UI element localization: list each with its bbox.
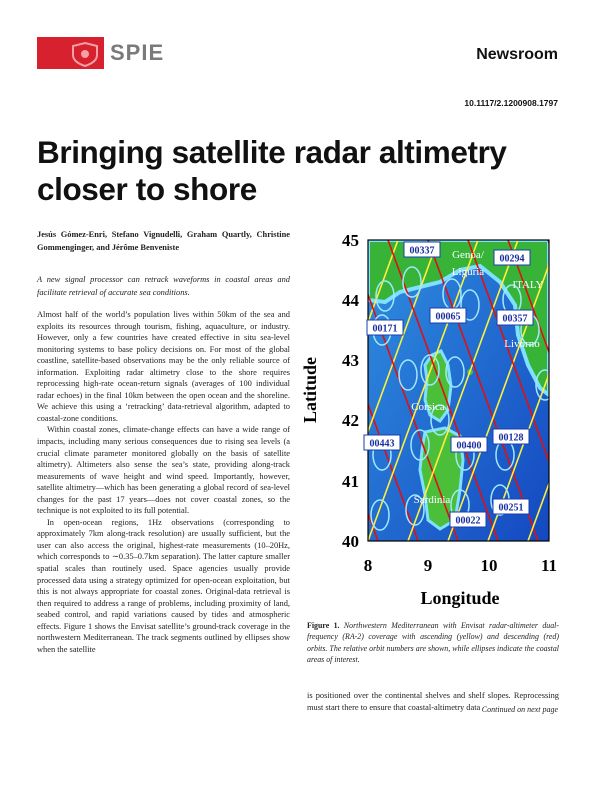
descending-track [228,240,338,541]
ascending-track [407,240,519,541]
sardinia [418,426,465,531]
authors: Jesús Gómez-Enri, Stefano Vignudelli, Gr… [37,230,290,252]
coastal-ellipse [375,280,395,312]
track-label: 00171 [373,324,398,335]
y-tick-label: 41 [342,472,359,491]
y-axis-title: Latitude [300,357,320,423]
y-tick-label: 44 [342,291,360,310]
x-tick-label: 9 [424,556,433,575]
descending-track [547,240,549,246]
descending-track [507,240,549,355]
ascending-track [447,262,549,541]
descending-track [368,292,459,541]
track-label: 00357 [503,314,528,325]
place-label: ITALY [512,279,543,291]
y-tick-label: 45 [342,231,359,250]
place-label: Genoa/ [452,249,485,261]
track-label-box [449,511,487,528]
ascending-track [568,240,595,541]
track-label: 00065 [436,312,461,323]
brand: SPIE [110,40,165,65]
y-tick-label: 42 [342,411,359,430]
x-axis-title: Longitude [420,588,499,608]
place-label: Livorno [504,338,540,350]
track-label: 00022 [456,516,481,527]
track-label: 00251 [499,503,524,514]
track-label-box [366,319,404,336]
continued-note: Continued on next page [481,705,558,714]
place-label: Corsica [411,401,445,413]
coastal-ellipse [398,359,418,391]
section-title: Newsroom [476,46,558,63]
doi: 10.1117/2.1200908.1797 [464,98,558,108]
abstract: A new signal processor can retrack wavef… [37,275,290,297]
article-title: Bringing satellite radar altimetry close… [37,134,507,207]
caption-label: Figure 1. [307,621,340,630]
x-tick-label: 8 [364,556,373,575]
track-label-box [493,249,531,266]
coastal-ellipse [430,404,450,436]
paragraph: Within coastal zones, climate-change eff… [37,425,290,516]
coastal-ellipse [445,356,465,388]
track-label: 00443 [370,439,395,450]
descending-track [427,240,539,541]
coastal-ellipse [405,494,425,526]
descending-track [588,240,595,541]
ascending-track [368,240,479,541]
track-label-box [492,498,530,515]
caption-text: Northwestern Mediterranean with Envisat … [307,621,559,665]
coastal-ellipse [410,429,430,461]
paragraph: In open-ocean regions, 1Hz observations … [37,517,290,654]
paragraph: is positioned over the continental shelv… [307,691,559,712]
track-label: 00294 [500,254,525,265]
descending-track [368,401,419,541]
paragraph: Almost half of the world’s population li… [37,310,290,423]
map-frame [367,239,550,542]
ascending-track [368,240,399,325]
y-tick-label: 43 [342,351,359,370]
track-label: 00337 [410,246,435,257]
map [228,240,595,541]
descending-track [467,240,549,464]
logo [37,37,104,69]
y-tick-label: 40 [342,532,359,551]
track-label-box [429,307,467,324]
coastal-ellipse [370,499,390,531]
coastal-ellipse [535,369,549,401]
coastal-ellipse [402,266,422,298]
x-tick-label: 11 [541,556,557,575]
track-label-box [492,428,530,445]
descending-track [387,240,499,541]
track-label-box [403,241,441,258]
track-label-box [450,436,488,453]
track-label-box [496,309,534,326]
track-label: 00400 [457,441,482,452]
coastal-ellipse [420,354,440,386]
track-label: 00128 [499,433,524,444]
body: Almost half of the world’s population li… [37,309,290,655]
descending-track [368,511,379,541]
figure-caption: Figure 1. Northwestern Mediterranean wit… [307,620,559,666]
ascending-track [527,481,549,541]
logo-mark [72,41,98,68]
x-tick-label: 10 [481,556,498,575]
place-label: Sardinia [414,494,451,506]
coastal-ellipse [460,289,480,321]
place-label: Liguria [452,266,484,278]
track-label-box [363,434,401,451]
